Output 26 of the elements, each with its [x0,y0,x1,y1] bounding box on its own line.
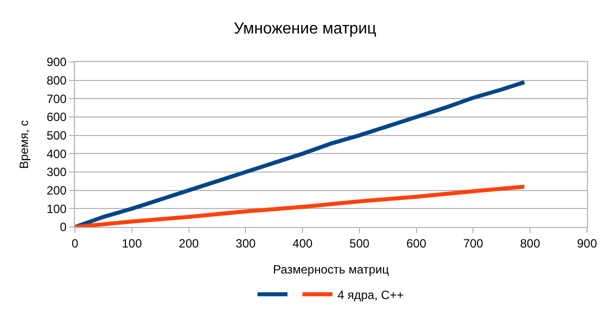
y-tick-label: 400 [46,146,67,161]
y-axis-title: Время, с [16,120,31,169]
legend-label: 4 ядра, C++ [338,288,404,302]
x-tick-label: 900 [576,236,598,250]
x-tick-label: 0 [72,236,79,250]
y-tick-label: 500 [46,128,67,143]
x-tick-label: 200 [178,236,200,250]
y-tick-label: 800 [46,74,67,88]
chart-title: Умножение матриц [234,20,376,38]
y-tick-label: 300 [46,165,67,180]
y-tick-label: 100 [46,202,67,216]
x-tick-label: 600 [406,236,427,250]
x-tick-label: 500 [349,236,370,250]
x-axis-title: Размерность матриц [272,262,390,276]
y-tick-label: 200 [46,184,67,198]
y-tick-label: 900 [46,55,67,70]
x-tick-label: 100 [122,236,142,250]
y-tick-label: 0 [60,220,67,234]
x-tick-label: 300 [236,236,256,250]
line-series [75,80,526,227]
x-tick-label: 400 [292,236,313,250]
x-tick-label: 700 [463,236,484,250]
line-series [75,184,526,227]
y-tick-label: 700 [46,92,67,106]
y-tick-label: 600 [46,110,67,124]
x-tick-label: 800 [520,236,540,250]
